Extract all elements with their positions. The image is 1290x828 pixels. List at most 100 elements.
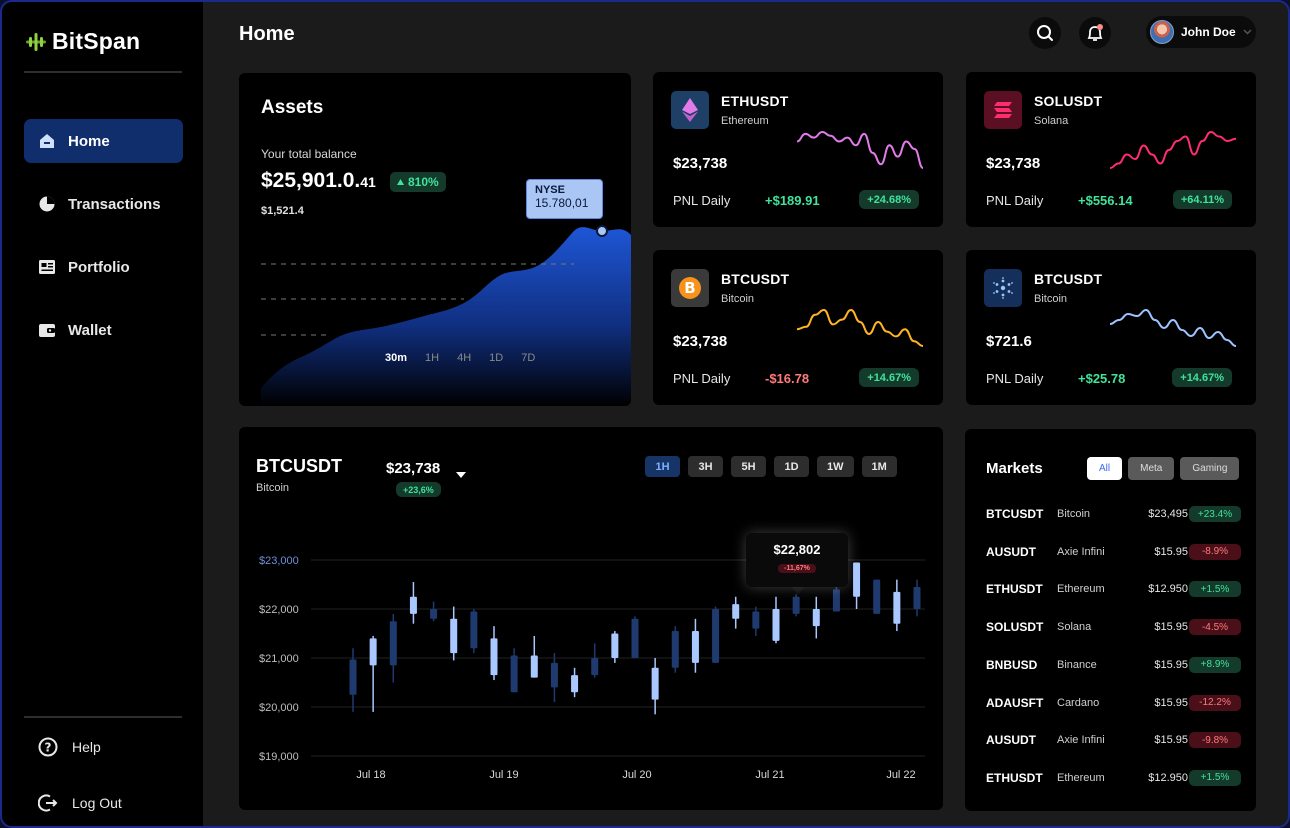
candle-body xyxy=(913,586,921,609)
notifications-button[interactable] xyxy=(1079,17,1111,49)
market-row[interactable]: BTCUSDT Bitcoin $23,495 +23.4% xyxy=(986,504,1241,524)
pnl-label: PNL Daily xyxy=(986,193,1044,208)
portfolio-icon xyxy=(39,260,55,274)
coin-card-solusdt[interactable]: SOLUSDT Solana $23,738 PNL Daily +$556.1… xyxy=(966,72,1256,227)
solana-icon xyxy=(994,102,1012,118)
sparkline-path xyxy=(796,308,924,347)
coin-card-btcusdt-2[interactable]: BTCUSDT Bitcoin $721.6 PNL Daily +$25.78… xyxy=(966,250,1256,405)
nyse-tooltip: NYSE 15.780,01 xyxy=(526,179,603,219)
coin-sparkline xyxy=(796,130,924,169)
coin-sparkline xyxy=(796,308,924,347)
market-row[interactable]: BNBUSD Binance $15.95 +8.9% xyxy=(986,655,1241,675)
wallet-icon xyxy=(39,324,55,337)
assets-marker[interactable] xyxy=(596,225,608,237)
candle-body xyxy=(732,604,740,619)
timeframe-1d[interactable]: 1D xyxy=(774,456,809,477)
market-symbol: BNBUSD xyxy=(986,657,1038,672)
coin-symbol: BTCUSDT xyxy=(721,271,790,287)
market-row[interactable]: AUSUDT Axie Infini $15.95 -9.8% xyxy=(986,730,1241,750)
candle-tooltip-change: -11,67% xyxy=(778,564,816,573)
search-button[interactable] xyxy=(1029,17,1061,49)
chevron-down-icon[interactable] xyxy=(456,472,466,478)
avatar xyxy=(1150,20,1174,44)
range-1h[interactable]: 1H xyxy=(425,352,440,364)
timeframe-1w[interactable]: 1W xyxy=(817,456,854,477)
market-name: Ethereum xyxy=(1057,771,1105,784)
candle-body xyxy=(450,618,458,654)
range-7d[interactable]: 7D xyxy=(521,352,536,364)
coin-icon xyxy=(984,91,1022,129)
help-label: Help xyxy=(72,739,101,755)
market-row[interactable]: SOLUSDT Solana $15.95 -4.5% xyxy=(986,617,1241,637)
chart-price: $23,738 xyxy=(386,460,441,477)
candle-tooltip-price: $22,802 xyxy=(773,542,821,557)
market-name: Axie Infini xyxy=(1057,545,1105,558)
coin-name: Solana xyxy=(1034,115,1069,127)
coin-name: Bitcoin xyxy=(1034,293,1068,305)
pnl-percent-badge: +24.68% xyxy=(859,190,919,209)
coin-price: $23,738 xyxy=(986,155,1041,172)
market-symbol: ADAUSFT xyxy=(986,695,1044,710)
market-row[interactable]: AUSUDT Axie Infini $15.95 -8.9% xyxy=(986,542,1241,562)
ethereum-icon xyxy=(682,98,698,122)
filter-all[interactable]: All xyxy=(1087,457,1123,480)
market-change-badge: +1.5% xyxy=(1189,769,1241,786)
range-1d[interactable]: 1D xyxy=(489,352,504,364)
chart-change-badge: +23,6% xyxy=(396,482,441,497)
market-price: $15.95 xyxy=(1154,658,1188,671)
market-row[interactable]: ETHUSDT Ethereum $12.950 +1.5% xyxy=(986,579,1241,599)
coin-card-ethusdt[interactable]: ETHUSDT Ethereum $23,738 PNL Daily +$189… xyxy=(653,72,943,227)
y-tick-label: $20,000 xyxy=(259,702,299,714)
coin-price: $721.6 xyxy=(986,333,1032,350)
range-30m[interactable]: 30m xyxy=(385,352,408,364)
page-title: Home xyxy=(239,23,295,45)
coin-icon xyxy=(984,269,1022,307)
timeframe-1m[interactable]: 1M xyxy=(861,456,897,477)
market-row[interactable]: ETHUSDT Ethereum $12.950 +1.5% xyxy=(986,768,1241,788)
x-tick-label: Jul 19 xyxy=(489,769,518,781)
sidebar-item-wallet[interactable]: Wallet xyxy=(24,308,183,352)
y-tick-label: $19,000 xyxy=(259,751,299,763)
pie-chart-icon xyxy=(39,196,55,212)
market-row[interactable]: ADAUSFT Cardano $15.95 -12.2% xyxy=(986,693,1241,713)
pnl-value: +$25.78 xyxy=(1078,371,1126,386)
sparkline-path xyxy=(1109,130,1237,169)
candle-body xyxy=(873,579,881,614)
candle-body xyxy=(853,562,861,597)
market-symbol: ETHUSDT xyxy=(986,770,1043,785)
market-symbol: AUSUDT xyxy=(986,544,1036,559)
market-name: Cardano xyxy=(1057,696,1100,709)
sidebar: BitSpan Home Transactions Portfolio Wall… xyxy=(2,2,203,826)
total-balance-main: $25,901.0. xyxy=(261,169,361,192)
help-link[interactable]: ? Help xyxy=(38,737,101,757)
coin-name: Bitcoin xyxy=(721,293,755,305)
assets-change-badge: 810% xyxy=(390,172,446,192)
sidebar-item-home[interactable]: Home xyxy=(24,119,183,163)
timeframe-1h[interactable]: 1H xyxy=(645,456,680,477)
x-tick-label: Jul 18 xyxy=(356,769,385,781)
logout-link[interactable]: Log Out xyxy=(38,793,122,813)
coin-sparkline xyxy=(1109,130,1237,169)
nyse-tooltip-label: NYSE xyxy=(535,184,565,196)
candle-body xyxy=(792,596,800,614)
bitcoin-icon: B xyxy=(679,277,701,299)
filter-meta[interactable]: Meta xyxy=(1128,457,1175,480)
sidebar-item-transactions[interactable]: Transactions xyxy=(24,182,183,226)
brand[interactable]: BitSpan xyxy=(26,28,140,55)
market-price: $15.95 xyxy=(1154,545,1188,558)
candle-body xyxy=(651,667,659,700)
candle-body xyxy=(389,621,397,666)
filter-gaming[interactable]: Gaming xyxy=(1180,457,1240,480)
range-4h[interactable]: 4H xyxy=(457,352,472,364)
coin-card-btcusdt[interactable]: B BTCUSDT Bitcoin $23,738 PNL Daily -$16… xyxy=(653,250,943,405)
user-menu[interactable]: John Doe xyxy=(1146,16,1256,48)
market-change-badge: +1.5% xyxy=(1189,581,1241,598)
candlestick-chart: $23,000 $22,000 $21,000 $20,000 $19,000 Jul 1… xyxy=(259,555,925,781)
assets-area-chart xyxy=(261,225,631,406)
timeframe-3h[interactable]: 3H xyxy=(688,456,723,477)
sidebar-item-portfolio[interactable]: Portfolio xyxy=(24,245,183,289)
candle-body xyxy=(550,662,558,688)
help-icon: ? xyxy=(38,737,58,757)
timeframe-5h[interactable]: 5H xyxy=(731,456,766,477)
candle-body xyxy=(611,633,619,658)
